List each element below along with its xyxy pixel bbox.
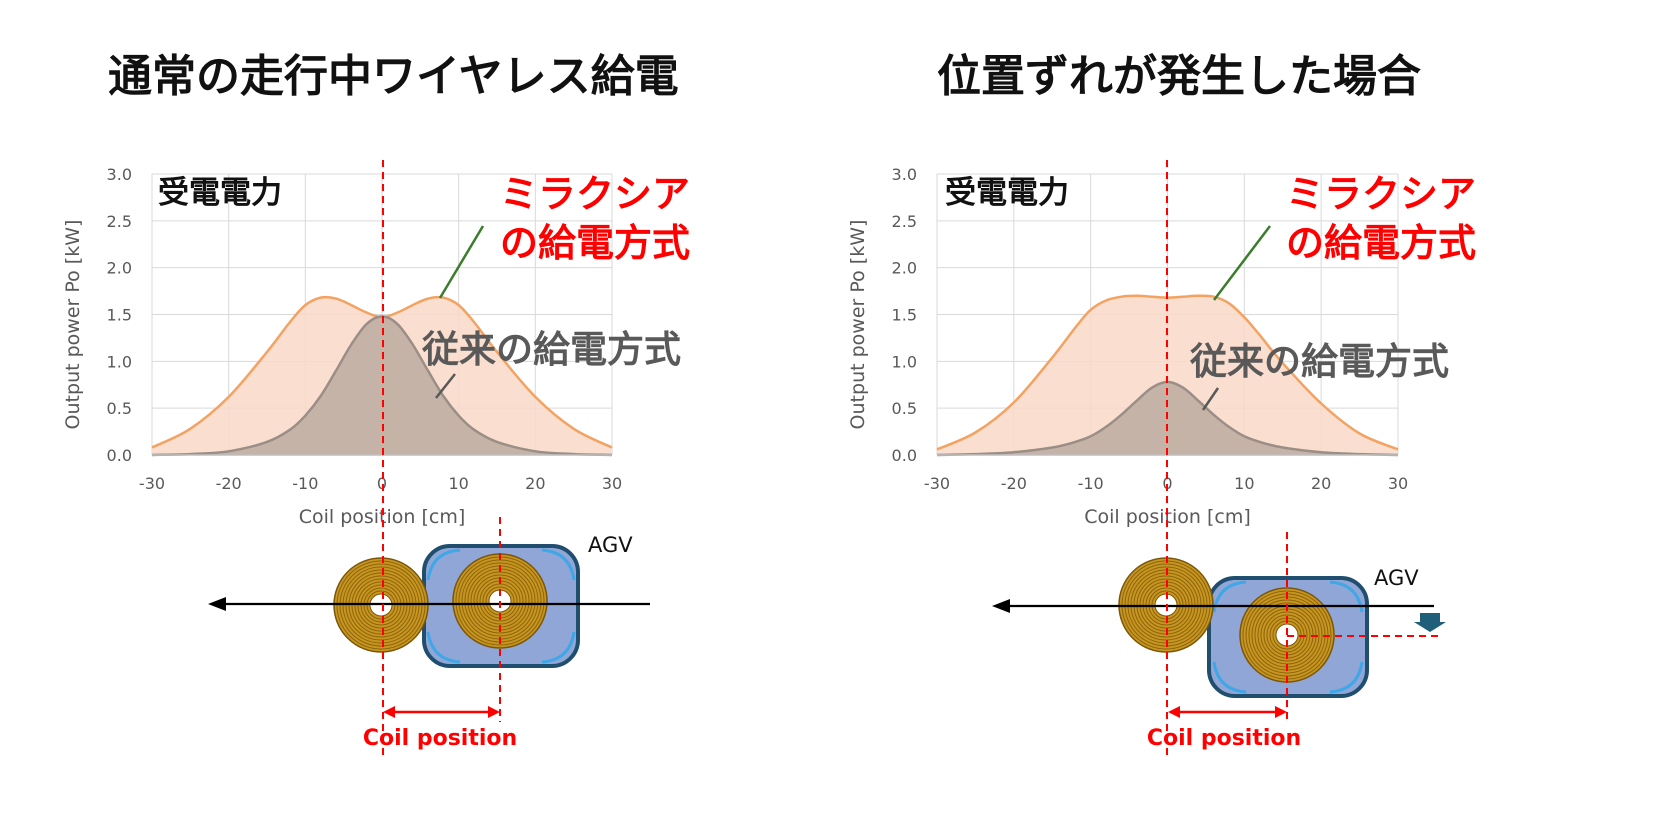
left-y-axis-label: Output power Po [kW] [62,220,84,430]
left-x-tick-label: -30 [139,474,165,493]
left-miracsia-label-line2: の給電方式 [500,221,690,265]
left-agv-corner-mark [426,631,461,664]
right-conventional-label: 従来の給電方式 [1189,340,1449,383]
right-miracsia-label-line2: の給電方式 [1286,221,1476,265]
right-coil-diagram: AGV Coil position [992,532,1446,751]
right-x-tick-label: 0 [1162,474,1172,493]
right-x-tick-label: -10 [1078,474,1104,493]
right-agv-corner-mark [1329,661,1364,694]
left-y-tick-label: 0.5 [107,399,132,418]
right-miracsia-label-line1: ミラクシア [1286,172,1476,216]
left-panel-title: 通常の走行中ワイヤレス給電 [108,51,679,102]
right-miracsia-area [937,295,1398,455]
right-y-tick-label: 0.5 [892,399,917,418]
right-y-tick-label: 2.0 [892,259,917,278]
right-x-axis-label: Coil position [cm] [1084,506,1251,528]
left-y-tick-label: 0.0 [107,446,132,465]
left-conventional-label: 従来の給電方式 [421,328,681,371]
right-agv-corner-mark [1329,580,1364,613]
left-miracsia-label-line1: ミラクシア [500,172,690,216]
left-conventional-area [152,316,612,455]
left-agv-corner-mark [426,548,461,581]
left-coil-diagram: AGV Coil position [208,517,650,751]
left-agv-corner-mark [541,548,576,581]
right-panel: 0.0 0.5 1.0 1.5 2.0 2.5 3.0 -30 -20 -10 0 10 20 30 Coi… [847,160,1476,755]
left-panel: 0.0 0.5 1.0 1.5 2.0 2.5 3.0 -30 -20 -10 0 10 20 30 Coi… [62,160,690,755]
right-agv-label: AGV [1374,566,1419,590]
right-agv-corner-mark [1212,661,1247,694]
right-received-power-label: 受電電力 [945,175,1069,211]
right-x-tick-label: -30 [924,474,950,493]
left-conventional-leader-line [435,373,456,399]
right-miracsia-leader-line [1213,225,1271,301]
left-dimension-arrow-left [383,706,395,718]
left-y-tick-label: 3.0 [107,165,132,184]
left-received-power-label: 受電電力 [158,175,282,211]
left-agv-corner-mark [541,631,576,664]
right-x-tick-label: 30 [1388,474,1408,493]
left-x-tick-label: -20 [216,474,242,493]
right-y-tick-label: 3.0 [892,165,917,184]
right-panel-title: 位置ずれが発生した場合 [937,51,1421,102]
left-x-tick-label: 20 [525,474,545,493]
right-x-tick-label: 10 [1234,474,1254,493]
left-dimension-arrow-right [488,706,500,718]
right-y-tick-label: 1.0 [892,352,917,371]
right-y-axis-label: Output power Po [kW] [847,220,869,430]
left-agv-label: AGV [588,533,633,557]
right-dimension-arrow-left [1168,706,1180,718]
left-y-tick-label: 1.0 [107,352,132,371]
left-x-tick-label: 10 [448,474,468,493]
right-coil-position-label: Coil position [1147,726,1301,751]
right-y-tick-label: 0.0 [892,446,917,465]
right-conventional-leader-line [1201,387,1220,411]
left-y-tick-label: 2.0 [107,259,132,278]
right-agv-corner-mark [1212,580,1247,613]
right-arrow-head [992,599,1010,613]
right-y-tick-label: 1.5 [892,306,917,325]
left-y-tick-label: 2.5 [107,212,132,231]
left-coil-position-label: Coil position [363,726,517,751]
left-miracsia-leader-line [438,225,485,299]
right-x-tick-label: 20 [1311,474,1331,493]
left-y-tick-label: 1.5 [107,306,132,325]
left-x-tick-label: 0 [377,474,387,493]
right-dimension-arrow-right [1275,706,1287,718]
left-x-tick-label: -10 [292,474,318,493]
left-x-axis-label: Coil position [cm] [299,506,466,528]
right-offset-direction-arrow [1414,613,1446,632]
left-x-tick-label: 30 [602,474,622,493]
left-arrow-head [208,597,226,611]
right-x-tick-label: -20 [1001,474,1027,493]
right-y-tick-label: 2.5 [892,212,917,231]
